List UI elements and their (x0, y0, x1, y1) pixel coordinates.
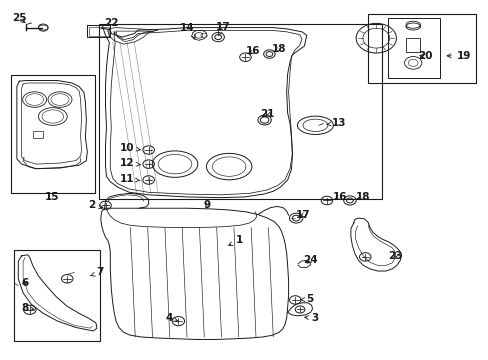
Bar (387, 18, 439, 78)
Bar (89, 27, 109, 36)
Text: 18: 18 (355, 192, 370, 202)
Text: 2: 2 (88, 201, 102, 210)
Text: 5: 5 (300, 294, 313, 304)
Text: 8: 8 (21, 303, 34, 313)
Text: 7: 7 (90, 267, 103, 278)
Bar (33, 131, 43, 138)
Bar (406, 38, 419, 51)
Text: 24: 24 (303, 256, 317, 265)
Text: 1: 1 (228, 235, 243, 246)
Text: 20: 20 (418, 51, 432, 61)
Bar (87, 26, 110, 37)
Text: 4: 4 (165, 312, 178, 323)
Text: 23: 23 (387, 251, 402, 261)
Text: 11: 11 (120, 174, 140, 184)
Text: 16: 16 (245, 46, 260, 56)
Text: 17: 17 (295, 210, 310, 220)
Bar (367, 14, 475, 83)
Text: 25: 25 (12, 13, 26, 23)
Text: 15: 15 (44, 192, 59, 202)
Text: 13: 13 (326, 118, 346, 128)
Bar (11, 75, 95, 193)
Text: 3: 3 (304, 313, 318, 323)
Text: 6: 6 (21, 278, 29, 288)
Text: 19: 19 (446, 51, 470, 61)
Text: 16: 16 (332, 192, 347, 202)
Text: 18: 18 (271, 44, 285, 54)
Text: 10: 10 (120, 143, 140, 153)
Text: 22: 22 (101, 18, 118, 29)
Text: 17: 17 (215, 22, 230, 35)
Bar (99, 24, 381, 199)
Text: 21: 21 (260, 109, 274, 119)
Text: 12: 12 (120, 158, 140, 168)
Bar (15, 250, 100, 341)
Text: 14: 14 (179, 23, 195, 38)
Text: 9: 9 (203, 201, 210, 210)
